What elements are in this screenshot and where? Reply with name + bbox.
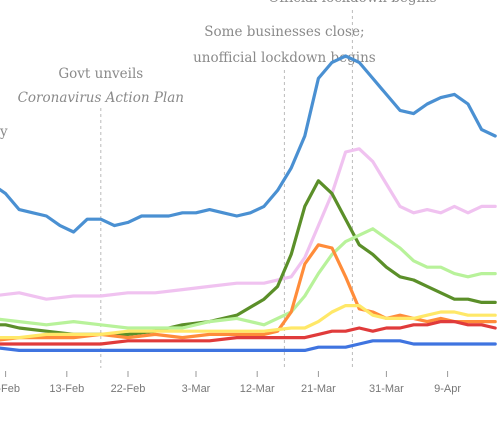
- annotation-text: Coronavirus Action Plan: [18, 90, 184, 106]
- series-line-2: [0, 179, 497, 336]
- annotation-text: Govt unveils: [58, 66, 143, 82]
- series-line-6: [0, 320, 497, 346]
- series-line-3: [0, 227, 497, 330]
- annotations: Govt unveils Coronavirus Action Plan Some …: [0, 0, 437, 368]
- annotation-text: Official lockdown begins: [268, 0, 436, 6]
- tick-label: 31-Mar: [369, 383, 404, 395]
- x-axis-ticks: 4-Feb 13-Feb 22-Feb 3-Mar 12-Mar 21-Mar 31-Mar…: [0, 371, 461, 395]
- annotation-fragment: y: [0, 124, 8, 140]
- tick-label: 12-Mar: [240, 383, 275, 395]
- tick-label: 3-Mar: [182, 383, 211, 395]
- tick-label: 22-Feb: [111, 383, 146, 395]
- series-layer: [0, 54, 497, 352]
- series-line-1: [0, 147, 497, 301]
- tick-label: 4-Feb: [0, 383, 20, 395]
- series-line-7: [0, 339, 497, 352]
- tick-label: 21-Mar: [301, 383, 336, 395]
- tick-label: 13-Feb: [49, 383, 84, 395]
- tick-label: 9-Apr: [434, 383, 461, 395]
- annotation-text: Some businesses close;: [204, 24, 364, 40]
- annotation-text: unofficial lockdown begins: [193, 50, 376, 66]
- series-line-4: [0, 243, 497, 342]
- series-line-5: [0, 304, 497, 340]
- series-line-0: [0, 54, 497, 234]
